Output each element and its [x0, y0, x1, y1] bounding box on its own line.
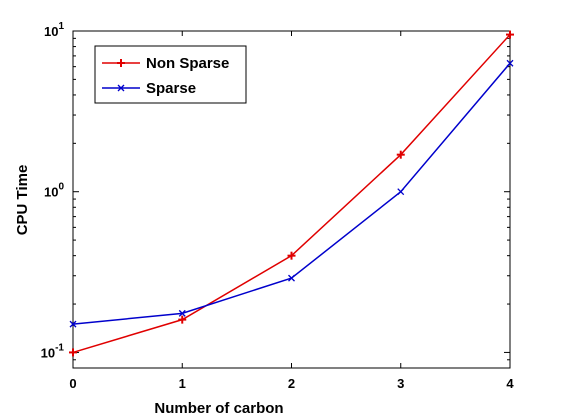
x-axis-label: Number of carbon — [154, 400, 283, 417]
y-axis-ticks: 10-1 100 101 — [41, 21, 510, 369]
y-tick-label: 101 — [44, 21, 64, 39]
y-tick-label: 100 — [44, 182, 64, 200]
legend: Non Sparse Sparse — [94, 45, 247, 104]
legend-label-sparse: Sparse — [146, 80, 196, 97]
legend-marker-non-sparse — [117, 59, 125, 67]
series-layer — [69, 30, 514, 357]
data-point-sparse — [506, 59, 514, 67]
x-tick-label: 0 — [69, 376, 76, 391]
data-point-sparse — [178, 309, 186, 317]
x-tick-label: 3 — [397, 376, 404, 391]
data-point-non-sparse — [396, 150, 405, 159]
data-point-sparse — [288, 274, 295, 282]
data-point-non-sparse — [287, 251, 296, 260]
legend-marker-sparse — [117, 84, 125, 92]
legend-label-non-sparse: Non Sparse — [146, 55, 229, 72]
data-point-sparse — [397, 188, 405, 196]
x-tick-label: 2 — [288, 376, 295, 391]
y-tick-label: 10-1 — [41, 342, 65, 360]
data-point-sparse — [69, 320, 77, 328]
x-axis-ticks: 0 1 2 3 4 — [69, 31, 514, 391]
legend-box — [94, 45, 247, 104]
data-point-non-sparse — [506, 30, 514, 39]
x-tick-label: 4 — [506, 376, 514, 391]
y-axis-label: CPU Time — [14, 165, 31, 236]
data-point-non-sparse — [178, 315, 187, 324]
x-tick-label: 1 — [179, 376, 186, 391]
data-point-non-sparse — [69, 348, 77, 357]
